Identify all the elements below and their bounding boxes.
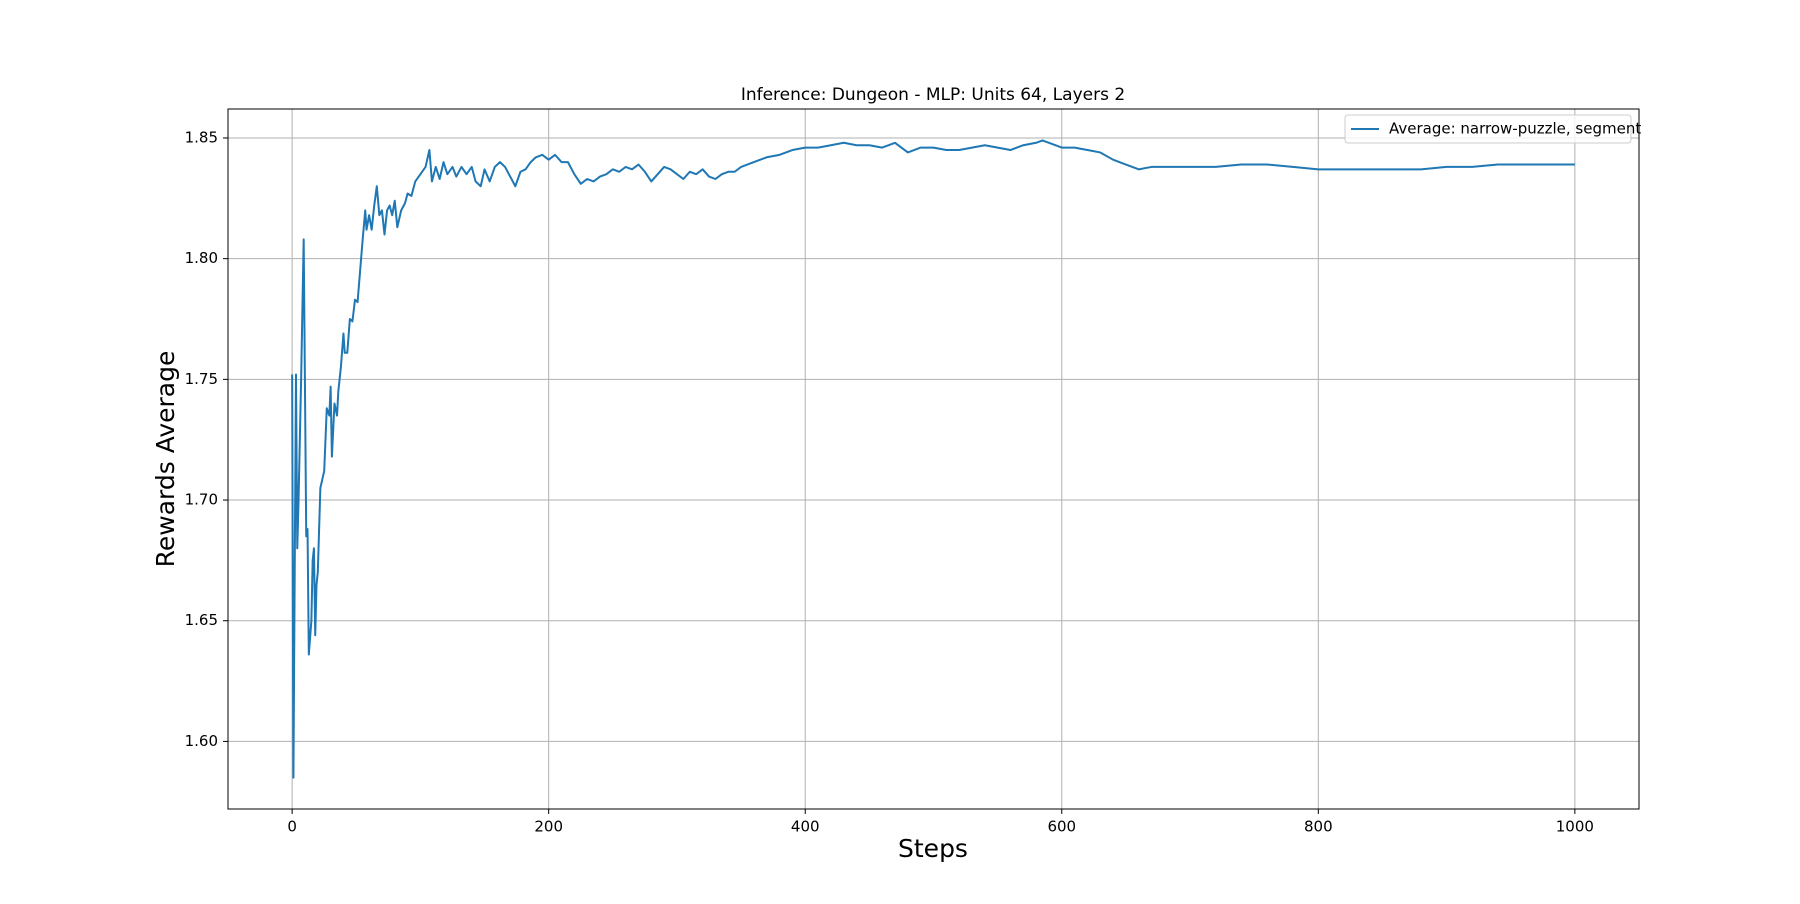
y-tick-label: 1.65 xyxy=(185,611,218,629)
data-line xyxy=(291,139,1575,779)
chart-title: Inference: Dungeon - MLP: Units 64, Laye… xyxy=(741,85,1125,105)
x-tick-label: 0 xyxy=(287,818,297,836)
y-tick-label: 1.85 xyxy=(185,128,218,146)
x-tick-label: 800 xyxy=(1304,818,1333,836)
y-tick-label: 1.60 xyxy=(185,732,218,750)
x-tick-label: 200 xyxy=(534,818,563,836)
x-tick-label: 1000 xyxy=(1556,818,1594,836)
y-tick-label: 1.80 xyxy=(185,249,218,267)
y-tick-label: 1.70 xyxy=(185,491,218,509)
y-axis-label: Rewards Average xyxy=(151,351,180,568)
y-tick-label: 1.75 xyxy=(185,370,218,388)
plot-frame xyxy=(227,108,1640,810)
x-tick-label: 400 xyxy=(791,818,820,836)
legend-label: Average: narrow-puzzle, segment xyxy=(1389,120,1641,138)
legend-box xyxy=(1344,114,1632,144)
x-axis-label: Steps xyxy=(898,834,968,863)
x-tick-label: 600 xyxy=(1047,818,1076,836)
